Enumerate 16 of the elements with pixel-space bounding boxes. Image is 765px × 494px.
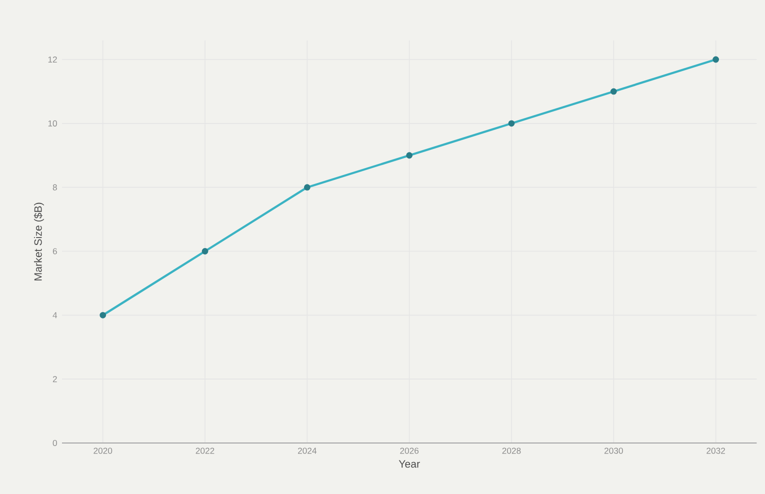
x-tick-label: 2026 xyxy=(400,448,419,454)
x-tick-label: 2028 xyxy=(502,448,521,454)
y-axis-title: Market Size ($B) xyxy=(34,202,44,280)
y-tick-label: 0 xyxy=(52,440,57,446)
x-tick-label: 2020 xyxy=(94,448,112,454)
y-tick-label: 4 xyxy=(52,312,58,318)
y-tick-label: 10 xyxy=(48,120,57,126)
x-tick-label: 2022 xyxy=(196,448,214,454)
x-axis-title: Year xyxy=(398,460,420,468)
y-tick-label: 6 xyxy=(52,248,57,254)
y-tick-label: 12 xyxy=(48,56,57,63)
x-tick-label: 2030 xyxy=(604,448,623,454)
y-tick-label: 2 xyxy=(52,376,57,382)
x-tick-label: 2024 xyxy=(298,448,317,454)
x-tick-label: 2032 xyxy=(706,448,725,454)
y-tick-label: 8 xyxy=(52,184,57,190)
